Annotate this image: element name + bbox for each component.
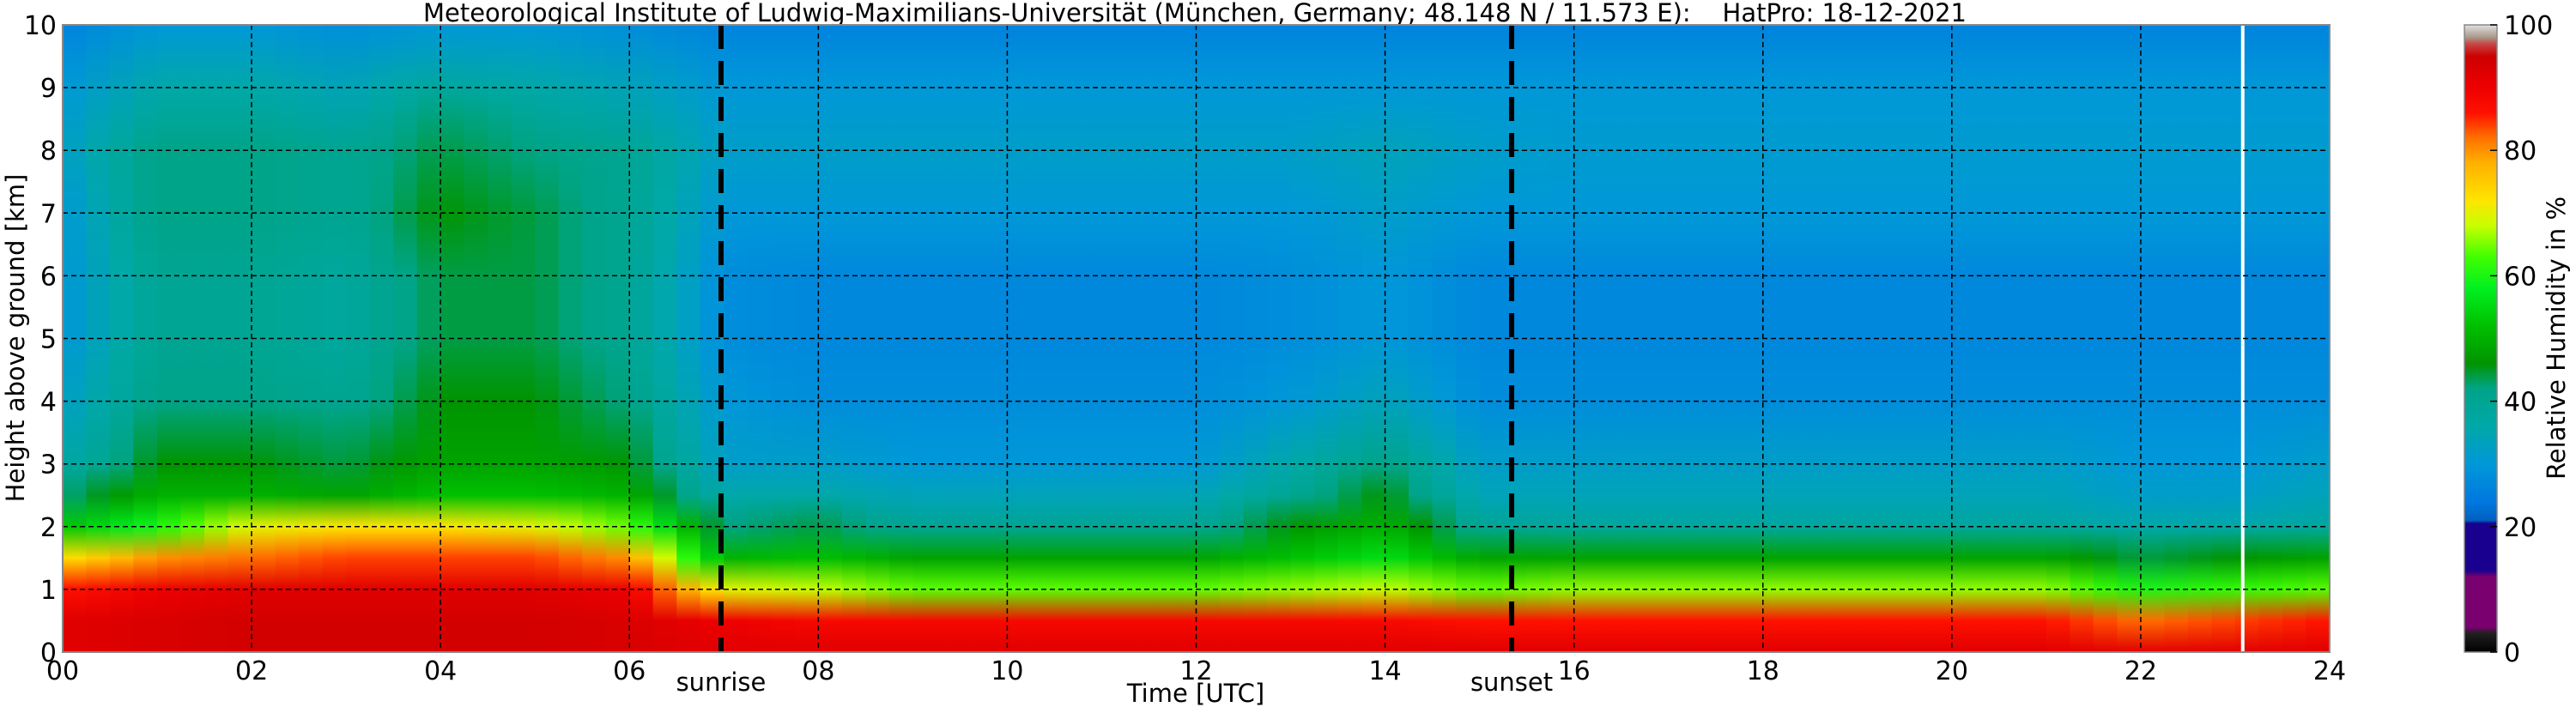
heatmap-column <box>1739 25 1764 652</box>
colorbar-label: Relative Humidity in % <box>2542 196 2571 480</box>
colorbar-scale <box>2464 24 2498 653</box>
heatmap-column <box>1172 25 1197 652</box>
colorbar-tick-label: 100 <box>2504 11 2553 41</box>
y-tick-label: 1 <box>40 576 57 606</box>
heatmap-column <box>2117 25 2142 652</box>
heatmap-column <box>110 25 135 652</box>
heatmap-column <box>1337 25 1362 652</box>
heatmap-column <box>1243 25 1268 652</box>
heatmap-column <box>2306 25 2331 652</box>
heatmap-column <box>133 25 158 652</box>
x-tick-label: 20 <box>1936 656 1968 686</box>
chart-title: Meteorological Institute of Ludwig-Maxim… <box>423 0 1967 27</box>
y-tick-label: 2 <box>40 513 57 543</box>
colorbar-tick-label: 40 <box>2504 388 2537 418</box>
y-tick-label: 3 <box>40 450 57 480</box>
y-tick-label: 9 <box>40 74 57 104</box>
plot-frame <box>62 24 2331 653</box>
x-tick-label: 10 <box>991 656 1023 686</box>
heatmap-column <box>960 25 985 652</box>
colorbar: 0 20 40 60 80 100 <box>2464 11 2553 668</box>
y-tick-label: 0 <box>40 638 57 668</box>
x-tick-label: 18 <box>1747 656 1779 686</box>
heatmap-column <box>983 25 1009 652</box>
heatmap-column <box>227 25 252 652</box>
x-axis-label: Time [UTC] <box>1126 679 1264 707</box>
heatmap-column <box>1550 25 1575 652</box>
y-axis-label: Height above ground [km] <box>1 174 30 503</box>
heatmap-column <box>1267 25 1292 652</box>
heatmap-column <box>322 25 347 652</box>
sunrise-label: sunrise <box>676 668 767 697</box>
colorbar-tick-label: 80 <box>2504 136 2537 166</box>
heatmap-column <box>676 25 701 652</box>
x-tick-label: 22 <box>2124 656 2157 686</box>
y-tick-label: 8 <box>40 136 57 166</box>
heatmap-column <box>299 25 324 652</box>
x-tick-label: 24 <box>2313 656 2346 686</box>
heatmap-column <box>794 25 820 652</box>
heatmap-column <box>582 25 607 652</box>
x-tick-label: 06 <box>613 656 646 686</box>
y-tick-label: 4 <box>40 388 57 418</box>
heatmap-column <box>1928 25 1953 652</box>
heatmap-column <box>1526 25 1551 652</box>
x-tick-label: 08 <box>802 656 834 686</box>
heatmap-column <box>1054 25 1079 652</box>
heatmap-column <box>1432 25 1457 652</box>
heatmap-column <box>1715 25 1741 652</box>
heatmap-column <box>1456 25 1481 652</box>
x-tick-label: 00 <box>46 656 79 686</box>
heatmap-column <box>1149 25 1173 652</box>
sun-annotations: sunrise sunset <box>676 25 1553 697</box>
heatmap-column <box>1077 25 1103 652</box>
heatmap-column <box>2211 25 2236 652</box>
heatmap-column <box>416 25 441 652</box>
heatmap-column <box>1834 25 1858 652</box>
x-tick-label: 12 <box>1179 656 1212 686</box>
x-tick-label: 16 <box>1558 656 1591 686</box>
y-tick-label: 5 <box>40 325 57 355</box>
heatmap-column <box>1645 25 1670 652</box>
y-tick-label: 10 <box>24 11 57 41</box>
y-tick-label: 7 <box>40 199 57 229</box>
x-axis: 00 02 04 06 08 10 12 14 16 18 20 22 24 <box>46 656 2346 686</box>
heatmap-column <box>393 25 418 652</box>
heatmap-column <box>865 25 890 652</box>
heatmap-column <box>488 25 512 652</box>
colorbar-tick-label: 20 <box>2504 513 2537 543</box>
sunset-label: sunset <box>1470 668 1553 697</box>
heatmap-column <box>605 25 631 652</box>
heatmap-column <box>771 25 796 652</box>
heatmap-column <box>1621 25 1646 652</box>
heatmap-column <box>511 25 536 652</box>
y-axis: 0 1 2 3 4 5 6 7 8 9 10 <box>24 11 57 668</box>
heatmap-column <box>1361 25 1386 652</box>
colorbar-tick-label: 0 <box>2504 638 2520 668</box>
x-tick-label: 02 <box>235 656 268 686</box>
colorbar-tick-label: 60 <box>2504 262 2537 292</box>
heatmap-column <box>204 25 229 652</box>
x-tick-label: 14 <box>1368 656 1401 686</box>
y-tick-label: 6 <box>40 262 57 292</box>
heatmap-column <box>2022 25 2047 652</box>
x-tick-label: 04 <box>424 656 457 686</box>
heatmap-column <box>888 25 914 652</box>
